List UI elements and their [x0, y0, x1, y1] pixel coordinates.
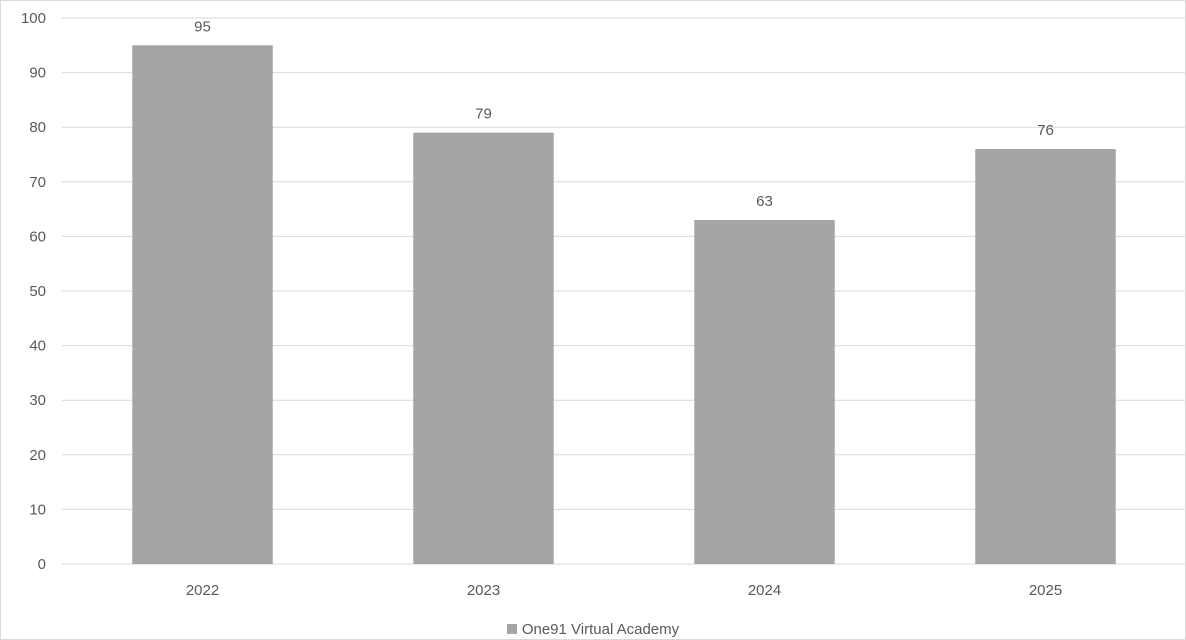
x-tick-label: 2024 — [748, 582, 781, 599]
y-tick-label: 70 — [29, 174, 46, 191]
y-tick-label: 80 — [29, 119, 46, 136]
y-tick-label: 0 — [38, 556, 46, 573]
bar — [975, 149, 1116, 565]
x-tick-label: 2022 — [186, 582, 219, 599]
y-tick-label: 30 — [29, 392, 46, 409]
bar — [413, 132, 554, 564]
data-label: 79 — [475, 106, 492, 123]
y-tick-label: 10 — [29, 501, 46, 518]
data-label: 63 — [756, 193, 773, 210]
x-tick-label: 2025 — [1029, 582, 1062, 599]
bar — [132, 45, 273, 565]
legend-swatch — [506, 624, 517, 634]
y-tick-label: 90 — [29, 65, 46, 82]
bar-chart: 0 10 20 30 40 50 60 70 80 90 100 95 2022 79 2023 63 2024… — [21, 10, 1186, 599]
y-tick-label: 100 — [21, 10, 46, 27]
y-tick-label: 50 — [29, 283, 46, 300]
bar — [694, 220, 835, 564]
y-tick-label: 40 — [29, 338, 46, 355]
data-label: 76 — [1037, 122, 1054, 139]
data-label: 95 — [194, 18, 211, 35]
x-tick-label: 2023 — [467, 582, 500, 599]
legend: One91 Virtual Academy — [0, 619, 1186, 639]
y-tick-label: 20 — [29, 447, 46, 464]
y-tick-label: 60 — [29, 228, 46, 245]
legend-label: One91 Virtual Academy — [521, 620, 680, 638]
